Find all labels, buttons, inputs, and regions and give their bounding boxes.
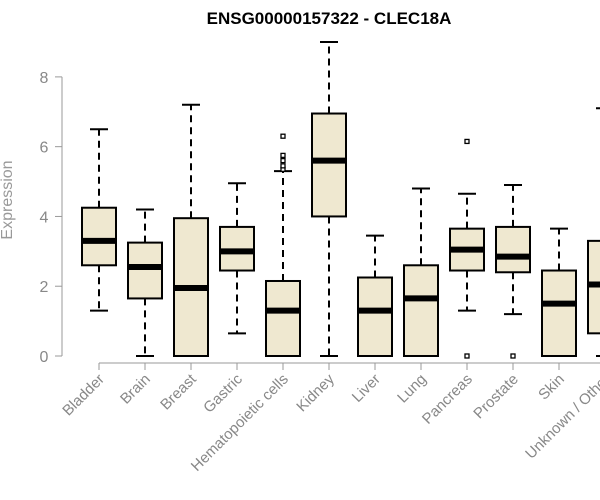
iqr-box [81,206,117,267]
outlier-point [280,152,286,159]
y-axis: 0 2 4 6 8 [40,70,63,366]
box-4 [219,182,255,335]
y-axis-label: Expression [0,160,16,239]
y-tick-label: 8 [40,70,49,87]
box-7 [357,234,393,357]
chart-title: ENSG00000157322 - CLEC18A [207,9,452,28]
box-2 [127,208,163,357]
iqr-box [403,264,439,357]
iqr-box [495,225,531,274]
x-tick-label: Kidney [293,370,338,415]
x-tick-label: Lung [394,371,430,407]
iqr-box [127,241,163,300]
iqr-box [357,276,393,357]
outlier-point [280,133,286,139]
box-5 [265,133,301,357]
x-tick-label: Gastric [200,370,246,416]
iqr-box [311,112,347,218]
box-8 [403,187,439,357]
boxes-group [81,41,600,359]
y-tick-label: 0 [40,349,49,366]
box-10 [495,184,531,359]
box-6 [311,41,347,357]
iqr-box [541,269,577,357]
box-9 [449,138,485,359]
outlier-point [464,353,470,359]
outlier-point [510,353,516,359]
x-tick-label: Prostate [470,371,522,423]
x-tick-label: Skin [535,371,568,404]
box-12 [587,107,600,357]
box-1 [81,128,117,312]
box-11 [541,227,577,357]
x-tick-label: Bladder [59,371,108,420]
outlier-point [280,157,286,164]
outlier-point [464,138,470,145]
outlier-point [280,163,286,169]
x-tick-label: Breast [157,370,200,413]
x-tick-label: Brain [117,371,154,408]
y-tick-label: 6 [40,140,49,157]
x-tick-label: Liver [349,371,384,406]
y-tick-label: 2 [40,279,49,296]
box-3 [173,103,209,357]
y-tick-label: 4 [40,209,49,226]
x-tick-label: Pancreas [419,371,476,428]
iqr-box [265,279,301,357]
